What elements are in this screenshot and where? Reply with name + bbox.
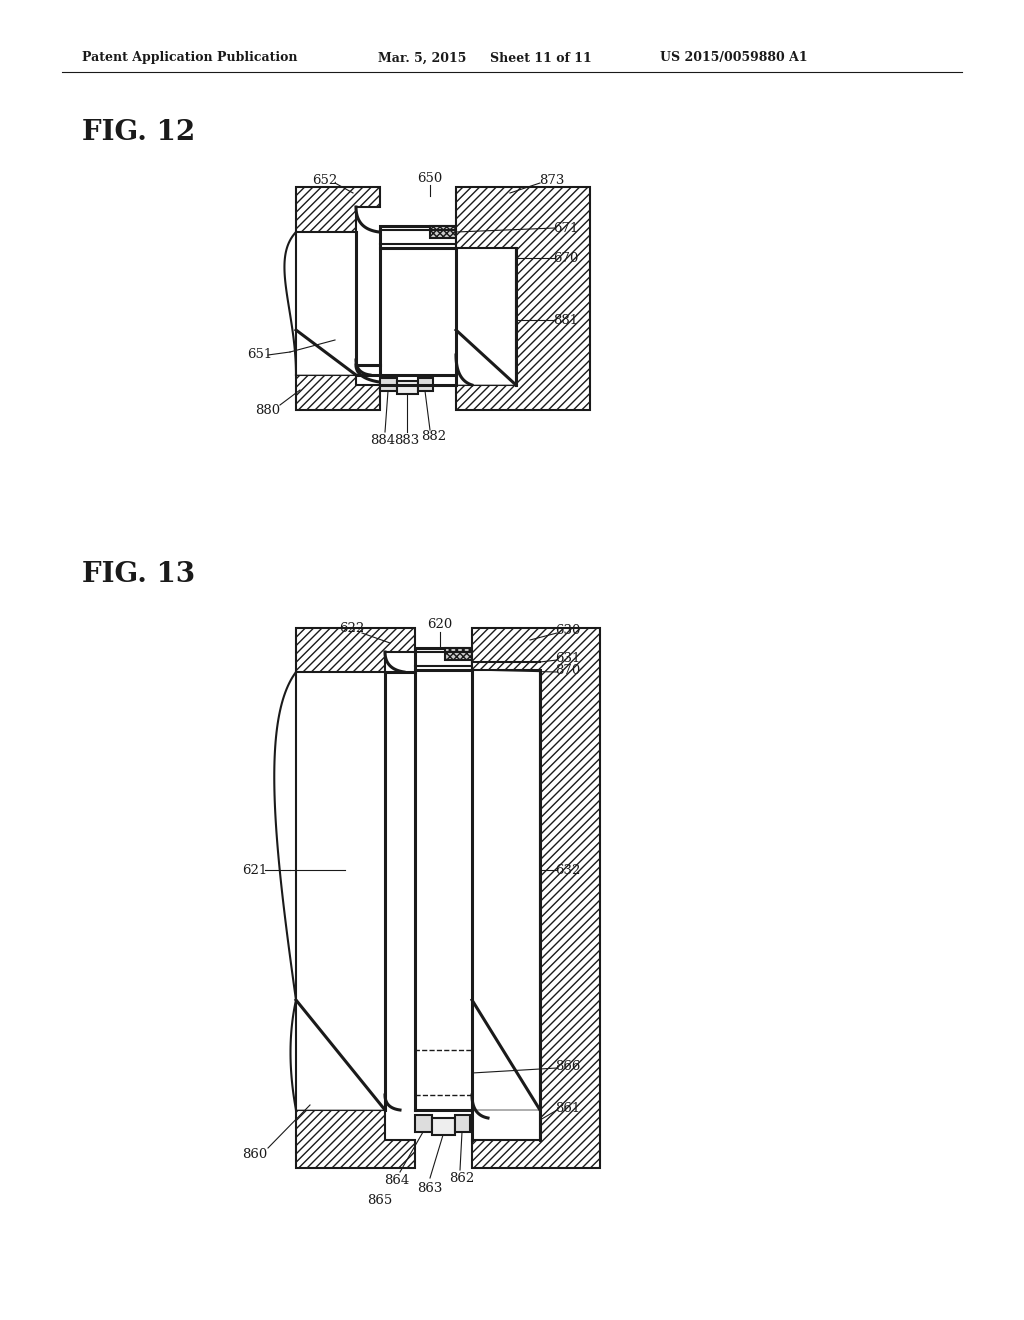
Polygon shape xyxy=(445,648,472,660)
Text: 631: 631 xyxy=(555,652,581,664)
Text: 630: 630 xyxy=(555,623,581,636)
Polygon shape xyxy=(296,628,415,672)
Polygon shape xyxy=(456,187,590,411)
Polygon shape xyxy=(380,226,456,248)
Text: Sheet 11 of 11: Sheet 11 of 11 xyxy=(490,51,592,65)
Polygon shape xyxy=(415,648,472,671)
Polygon shape xyxy=(472,1001,540,1110)
Polygon shape xyxy=(296,375,380,411)
Text: Patent Application Publication: Patent Application Publication xyxy=(82,51,298,65)
Text: 622: 622 xyxy=(339,622,365,635)
Text: 670: 670 xyxy=(553,252,579,264)
Polygon shape xyxy=(296,187,380,232)
Text: 671: 671 xyxy=(553,222,579,235)
Text: 860: 860 xyxy=(243,1148,267,1162)
Text: 880: 880 xyxy=(255,404,281,417)
Text: 866: 866 xyxy=(555,1060,581,1072)
Polygon shape xyxy=(415,1115,432,1133)
Text: 883: 883 xyxy=(394,434,420,447)
Polygon shape xyxy=(430,226,456,238)
Text: 650: 650 xyxy=(418,172,442,185)
Text: 882: 882 xyxy=(422,430,446,444)
Polygon shape xyxy=(418,378,433,391)
Text: US 2015/0059880 A1: US 2015/0059880 A1 xyxy=(660,51,808,65)
Polygon shape xyxy=(432,1118,455,1135)
Text: 651: 651 xyxy=(248,348,272,362)
Text: FIG. 13: FIG. 13 xyxy=(82,561,196,589)
Text: 870: 870 xyxy=(555,664,581,676)
Text: 865: 865 xyxy=(368,1193,392,1206)
Polygon shape xyxy=(296,1110,415,1168)
Text: 881: 881 xyxy=(553,314,579,326)
Text: FIG. 12: FIG. 12 xyxy=(82,120,196,147)
Polygon shape xyxy=(397,381,418,393)
Polygon shape xyxy=(296,330,356,375)
Text: 652: 652 xyxy=(312,173,338,186)
Text: 864: 864 xyxy=(384,1173,410,1187)
Text: 873: 873 xyxy=(540,173,564,186)
Text: 620: 620 xyxy=(427,619,453,631)
Text: 621: 621 xyxy=(243,863,267,876)
Text: 632: 632 xyxy=(555,863,581,876)
Text: Mar. 5, 2015: Mar. 5, 2015 xyxy=(378,51,466,65)
Polygon shape xyxy=(380,378,397,391)
Text: 861: 861 xyxy=(555,1101,581,1114)
Text: 863: 863 xyxy=(418,1181,442,1195)
Polygon shape xyxy=(456,330,516,385)
Polygon shape xyxy=(472,628,600,1168)
Text: 862: 862 xyxy=(450,1172,475,1184)
Polygon shape xyxy=(455,1115,470,1133)
Text: 884: 884 xyxy=(371,433,395,446)
Bar xyxy=(415,1049,472,1096)
Polygon shape xyxy=(296,1001,385,1110)
